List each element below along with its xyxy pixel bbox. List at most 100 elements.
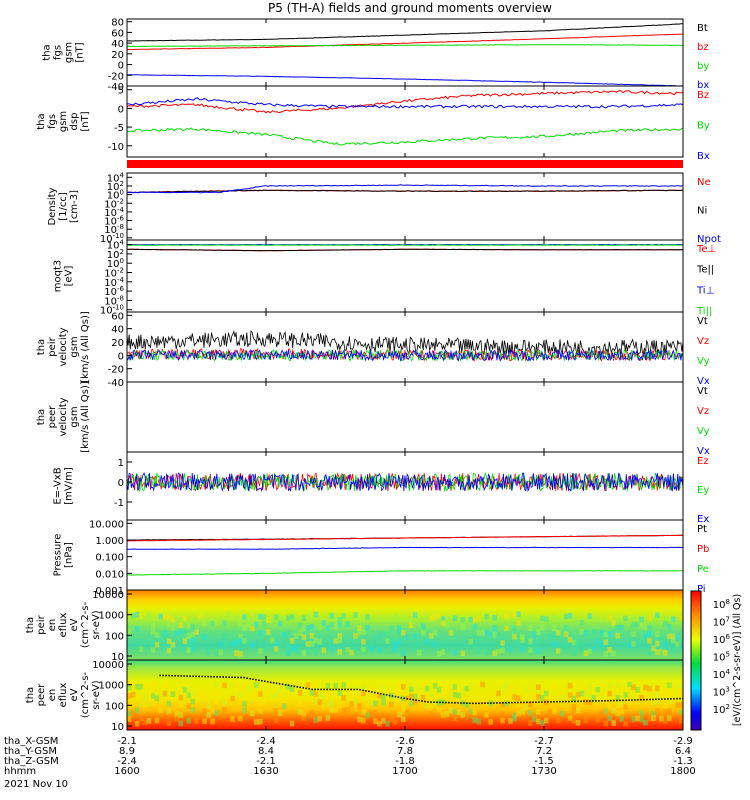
spectrogram-cell bbox=[202, 718, 207, 724]
panel-2-ylabel-line: fgs bbox=[47, 114, 58, 129]
spectrogram-cell bbox=[476, 718, 481, 725]
spectrogram-cell bbox=[277, 620, 283, 627]
spectrogram-cell bbox=[452, 684, 458, 690]
spectrogram-cell bbox=[528, 625, 533, 632]
spectrogram-cell bbox=[337, 621, 342, 628]
spectrogram-cell bbox=[536, 684, 541, 690]
series-By-line bbox=[126, 127, 684, 146]
mode-indicator-bar bbox=[127, 160, 683, 168]
legend-Pe: Pe bbox=[697, 564, 709, 575]
spectrogram-cell bbox=[587, 648, 593, 655]
spectrogram-cell bbox=[285, 630, 291, 636]
spectrogram-cell bbox=[258, 648, 263, 654]
y-tick-label: 80 bbox=[111, 18, 124, 29]
panel-5-ylabel-line: gsm bbox=[69, 336, 80, 357]
spectrogram-cell bbox=[655, 640, 660, 647]
y-tick-label: 10-2 bbox=[104, 267, 124, 280]
spectrogram-cell bbox=[532, 692, 537, 699]
spectrogram-cell bbox=[202, 634, 207, 640]
spectrogram-cell bbox=[269, 693, 275, 699]
spectrogram-cell bbox=[643, 719, 648, 726]
y-tick-label: 0 bbox=[118, 104, 124, 115]
spectrogram-cell bbox=[575, 692, 581, 698]
spectrogram-cell bbox=[202, 708, 207, 715]
spectrogram-cell bbox=[504, 682, 509, 689]
spectrogram-cell bbox=[166, 700, 172, 707]
x-row-label: tha_X-GSM bbox=[4, 736, 58, 747]
spectrogram-boundary-trace bbox=[159, 674, 684, 705]
spectrogram-cell bbox=[134, 683, 140, 690]
spectrogram-cell bbox=[464, 702, 470, 708]
spectrogram-cell bbox=[583, 699, 589, 705]
spectrogram-cell bbox=[679, 690, 684, 696]
spectrogram-cell bbox=[313, 611, 319, 618]
spectrogram-cell bbox=[528, 615, 533, 621]
spectrogram-cell bbox=[615, 695, 620, 701]
panel-6-frame bbox=[126, 381, 684, 453]
spectrogram-cell bbox=[373, 692, 378, 699]
spectrogram-cell bbox=[166, 720, 172, 726]
spectrogram-cell bbox=[162, 683, 168, 689]
spectrogram-cell bbox=[420, 682, 426, 689]
spectrogram-cell bbox=[238, 715, 243, 722]
spectrogram-cell bbox=[512, 612, 517, 618]
spectrogram-cell bbox=[154, 695, 160, 702]
legend-Vx: Vx bbox=[697, 376, 710, 387]
spectrogram-cell bbox=[480, 681, 485, 688]
spectrogram-cell bbox=[424, 615, 430, 622]
spectrogram-cell bbox=[325, 715, 331, 721]
spectrogram-cell bbox=[337, 690, 342, 696]
spectrogram-cell bbox=[667, 708, 672, 714]
x-row-value: 1600 bbox=[114, 766, 139, 777]
panel-3-ylabel-line: Density bbox=[47, 187, 58, 225]
spectrogram-cell bbox=[551, 614, 557, 620]
spectrogram-cell bbox=[611, 620, 616, 626]
spectrogram-cell bbox=[484, 613, 489, 620]
y-tick-label: 100 bbox=[105, 701, 124, 712]
spectrogram-cell bbox=[222, 641, 227, 648]
spectrogram-cell bbox=[655, 708, 660, 714]
spectrogram-cell bbox=[571, 695, 577, 702]
spectrogram-cell bbox=[468, 708, 474, 715]
spectrogram-cell bbox=[130, 681, 136, 688]
spectrogram-cell bbox=[492, 625, 497, 631]
spectrogram-cell bbox=[317, 699, 323, 706]
spectrogram-cell bbox=[524, 703, 529, 710]
spectrogram-cell bbox=[563, 631, 569, 638]
panel-5-ylabel-line: velocity bbox=[58, 327, 69, 366]
spectrogram-cell bbox=[190, 707, 196, 713]
spectrogram-cell bbox=[381, 718, 386, 724]
spectrogram-cell bbox=[206, 649, 211, 656]
legend-Ez: Ez bbox=[697, 456, 709, 467]
spectrogram-cell bbox=[428, 632, 434, 639]
spectrogram-cell bbox=[301, 615, 307, 621]
spectrogram-cell bbox=[309, 624, 315, 630]
panel-4-ylabel: moqt3 [eV] bbox=[53, 260, 75, 293]
spectrogram-cell bbox=[611, 628, 616, 635]
y-tick-label: -40 bbox=[108, 82, 124, 93]
spectrogram-cell bbox=[444, 711, 450, 717]
spectrogram-cell bbox=[230, 682, 235, 688]
spectrogram-cell bbox=[651, 699, 656, 706]
y-tick-label: 1000 bbox=[99, 681, 124, 692]
spectrogram-cell bbox=[389, 701, 394, 708]
spectrogram-cell bbox=[516, 710, 521, 717]
spectrogram-cell bbox=[424, 685, 430, 692]
spectrogram-cell bbox=[170, 624, 176, 631]
spectrogram-cell bbox=[345, 706, 350, 713]
spectrogram-cell bbox=[528, 701, 533, 708]
spectrogram-cell bbox=[377, 720, 382, 727]
spectrogram-cell bbox=[345, 621, 350, 627]
spectrogram-cell bbox=[639, 616, 644, 623]
spectrogram-cell bbox=[182, 629, 188, 636]
spectrogram-cell bbox=[405, 699, 410, 705]
panel-10-ylabel-line: eV bbox=[69, 688, 80, 701]
spectrogram-cell bbox=[206, 712, 211, 718]
spectrogram-cell bbox=[397, 681, 402, 688]
spectrogram-cell bbox=[405, 709, 410, 716]
spectrogram-cell bbox=[528, 647, 533, 653]
spectrogram-cell bbox=[663, 702, 668, 709]
spectrogram-cell bbox=[536, 693, 541, 700]
spectrogram-cell bbox=[138, 701, 144, 708]
spectrogram-cell bbox=[365, 702, 370, 709]
